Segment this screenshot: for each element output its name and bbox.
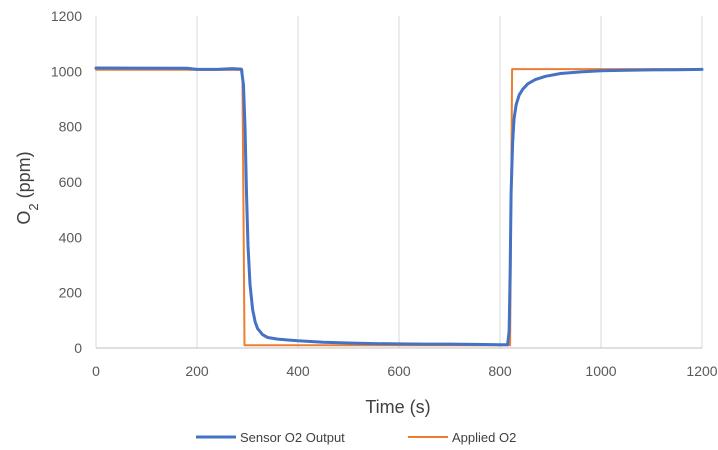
y-axis-title: O2 (ppm) — [14, 151, 41, 224]
x-tick-label: 800 — [488, 363, 512, 379]
series-lines — [94, 66, 704, 347]
x-tick-label: 200 — [185, 363, 209, 379]
legend-label-applied: Applied O2 — [452, 430, 516, 445]
x-tick-label: 1200 — [686, 363, 717, 379]
y-tick-label: 0 — [74, 340, 82, 356]
y-tick-label: 800 — [59, 119, 83, 135]
y-tick-label: 1000 — [51, 63, 82, 79]
y-tick-label: 400 — [59, 229, 83, 245]
series-line-sensor-o2-output — [94, 66, 704, 347]
x-tick-label: 0 — [92, 363, 100, 379]
x-tick-label: 400 — [286, 363, 310, 379]
y-tick-label: 200 — [59, 285, 83, 301]
gridlines — [95, 16, 703, 348]
x-tick-label: 1000 — [585, 363, 616, 379]
tick-labels: 0 200 400 600 800 1000 1200 0 200 400 600 800 1000 12… — [51, 8, 718, 379]
x-tick-label: 600 — [387, 363, 411, 379]
legend: Sensor O2 Output Applied O2 — [196, 430, 516, 445]
y-tick-label: 1200 — [51, 8, 82, 24]
legend-label-sensor: Sensor O2 Output — [240, 430, 345, 445]
y-tick-label: 600 — [59, 174, 83, 190]
x-axis-title: Time (s) — [365, 397, 430, 417]
